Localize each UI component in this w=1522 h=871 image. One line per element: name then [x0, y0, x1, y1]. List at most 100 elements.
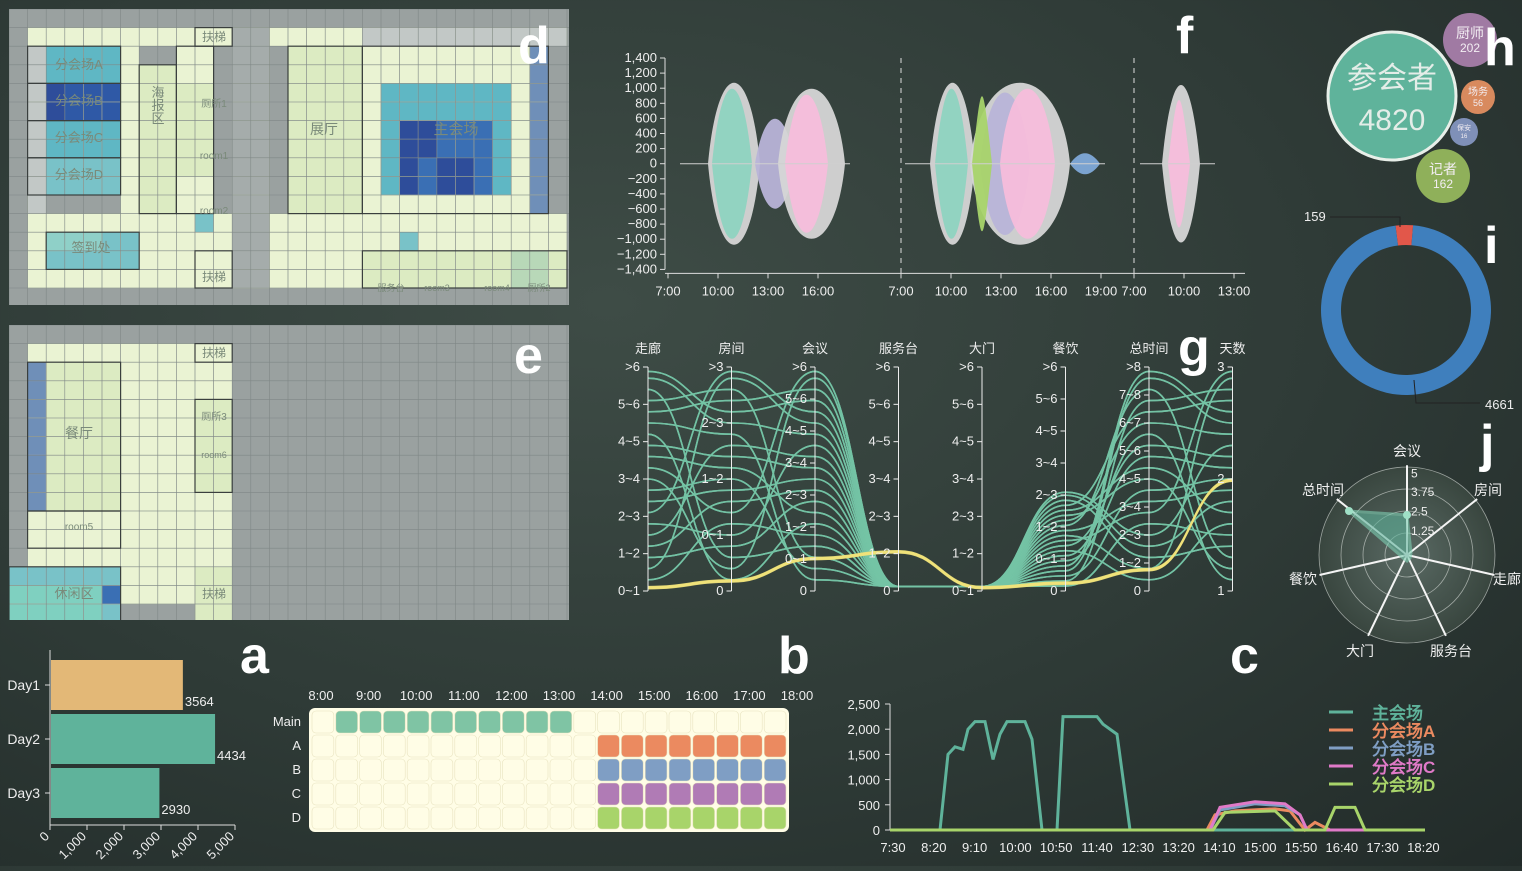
schedule-slot[interactable]	[454, 758, 477, 782]
schedule-slot[interactable]	[383, 710, 406, 734]
schedule-slot[interactable]	[406, 806, 430, 830]
legend-label[interactable]: 分会场D	[1372, 775, 1435, 795]
room-box-room5[interactable]	[27, 510, 122, 549]
day-bar[interactable]	[51, 714, 216, 764]
schedule-slot[interactable]	[740, 710, 763, 734]
line-series-d[interactable]	[890, 805, 1425, 832]
schedule-slot[interactable]	[763, 782, 787, 806]
schedule-slot[interactable]	[668, 710, 692, 734]
schedule-grid-panel[interactable]: 8:00 9:00 10:00 11:00 12:00 13:00 14:00 15:00 16…	[265, 680, 825, 840]
schedule-slot[interactable]	[763, 806, 787, 830]
schedule-slot[interactable]	[573, 710, 596, 734]
schedule-slot[interactable]	[430, 806, 454, 830]
schedule-slot[interactable]	[454, 710, 477, 734]
role-bubble[interactable]	[1416, 149, 1470, 203]
schedule-slot[interactable]	[597, 758, 620, 782]
schedule-slot[interactable]	[406, 758, 430, 782]
day-bar[interactable]	[51, 768, 160, 818]
schedule-slot[interactable]	[716, 734, 739, 758]
schedule-slot[interactable]	[311, 710, 335, 734]
venue-line-chart-panel[interactable]: 0 500 1,000 1,500 2,000 2,500 7:30 8:20 9:10 10:0…	[835, 690, 1450, 860]
schedule-slot[interactable]	[502, 758, 525, 782]
schedule-slot[interactable]	[502, 782, 525, 806]
schedule-slot[interactable]	[525, 710, 549, 734]
schedule-slot[interactable]	[359, 710, 382, 734]
line-series-c[interactable]	[890, 800, 1425, 832]
schedule-slot[interactable]	[525, 734, 549, 758]
role-bubbles-panel[interactable]: 参会者 4820 厨师 202 场务 56 保安 16 记者 162	[1320, 10, 1520, 210]
role-bubble[interactable]	[1461, 80, 1495, 114]
schedule-slot[interactable]	[740, 782, 763, 806]
parallel-coordinates-panel[interactable]: 走廊 >6 5~6 4~5 3~4 2~3 1~2 0~1 房间 >3 2~3 1~2 0~1 0 会议 >6…	[600, 335, 1260, 615]
streamgraph-panel[interactable]: 1,400 1,200 1,000 800 600 400 200 0 −200 −400 −600…	[600, 40, 1260, 310]
schedule-slot[interactable]	[763, 758, 787, 782]
schedule-slot[interactable]	[692, 806, 715, 830]
room-box-lounge[interactable]	[9, 566, 122, 620]
schedule-slot[interactable]	[478, 734, 501, 758]
day-bar[interactable]	[51, 660, 183, 710]
schedule-slot[interactable]	[621, 782, 644, 806]
legend-label[interactable]: 分会场B	[1372, 739, 1435, 759]
schedule-slot[interactable]	[668, 758, 692, 782]
schedule-slot[interactable]	[597, 782, 620, 806]
room-box-main[interactable]	[361, 45, 549, 215]
schedule-slot[interactable]	[430, 710, 454, 734]
schedule-slot[interactable]	[740, 806, 763, 830]
legend-label[interactable]: 主会场	[1372, 703, 1423, 723]
schedule-slot[interactable]	[454, 782, 477, 806]
schedule-slot[interactable]	[644, 782, 668, 806]
schedule-slot[interactable]	[549, 710, 573, 734]
schedule-slot[interactable]	[311, 734, 335, 758]
donut-slice[interactable]	[1321, 225, 1491, 395]
schedule-slot[interactable]	[597, 710, 620, 734]
radar-panel[interactable]: 会议 房间 走廊 服务台 大门 餐饮 总时间 5 3.75 2.5 1.25	[1285, 438, 1522, 663]
schedule-slot[interactable]	[644, 734, 668, 758]
schedule-slot[interactable]	[478, 782, 501, 806]
floor-plan-2[interactable]: 扶梯 餐厅 厕所3 room6 room5 休闲区 扶梯	[9, 325, 569, 620]
schedule-slot[interactable]	[740, 758, 763, 782]
schedule-slot[interactable]	[430, 758, 454, 782]
schedule-slot[interactable]	[454, 806, 477, 830]
schedule-slot[interactable]	[573, 806, 596, 830]
floor-plan-1[interactable]: 分会场A 分会场B 分会场C 分会场D 海报区 厕所1 room1 room2 展厅 主会场 签到处…	[9, 9, 569, 305]
schedule-slot[interactable]	[430, 782, 454, 806]
schedule-slot[interactable]	[668, 734, 692, 758]
room-box-escalator-bottom[interactable]	[194, 250, 233, 289]
schedule-slot[interactable]	[573, 758, 596, 782]
schedule-slot[interactable]	[597, 734, 620, 758]
schedule-slot[interactable]	[644, 806, 668, 830]
line-series-main[interactable]	[890, 715, 1425, 832]
schedule-slot[interactable]	[549, 806, 573, 830]
schedule-slot[interactable]	[478, 758, 501, 782]
schedule-slot[interactable]	[359, 782, 382, 806]
schedule-slot[interactable]	[597, 806, 620, 830]
schedule-slot[interactable]	[335, 758, 358, 782]
room-box-signin[interactable]	[45, 231, 140, 270]
schedule-slot[interactable]	[335, 782, 358, 806]
schedule-slot[interactable]	[359, 734, 382, 758]
schedule-slot[interactable]	[549, 734, 573, 758]
legend-label[interactable]: 分会场A	[1372, 721, 1435, 741]
schedule-slot[interactable]	[716, 758, 739, 782]
schedule-slot[interactable]	[502, 710, 525, 734]
schedule-slot[interactable]	[549, 758, 573, 782]
schedule-slot[interactable]	[573, 734, 596, 758]
schedule-slot[interactable]	[335, 734, 358, 758]
role-bubble[interactable]	[1450, 118, 1478, 146]
schedule-slot[interactable]	[621, 734, 644, 758]
schedule-slot[interactable]	[716, 710, 739, 734]
schedule-slot[interactable]	[383, 806, 406, 830]
schedule-slot[interactable]	[311, 758, 335, 782]
schedule-slot[interactable]	[692, 758, 715, 782]
schedule-slot[interactable]	[525, 806, 549, 830]
attendee-bubble[interactable]	[1326, 30, 1458, 162]
schedule-slot[interactable]	[502, 806, 525, 830]
schedule-slot[interactable]	[406, 734, 430, 758]
room-box-escalator-top-2[interactable]	[194, 343, 233, 363]
schedule-slot[interactable]	[478, 710, 501, 734]
room-box-d[interactable]	[27, 157, 122, 196]
schedule-slot[interactable]	[430, 734, 454, 758]
schedule-slot[interactable]	[359, 806, 382, 830]
room-box-bottom[interactable]	[361, 250, 568, 289]
schedule-slot[interactable]	[359, 758, 382, 782]
